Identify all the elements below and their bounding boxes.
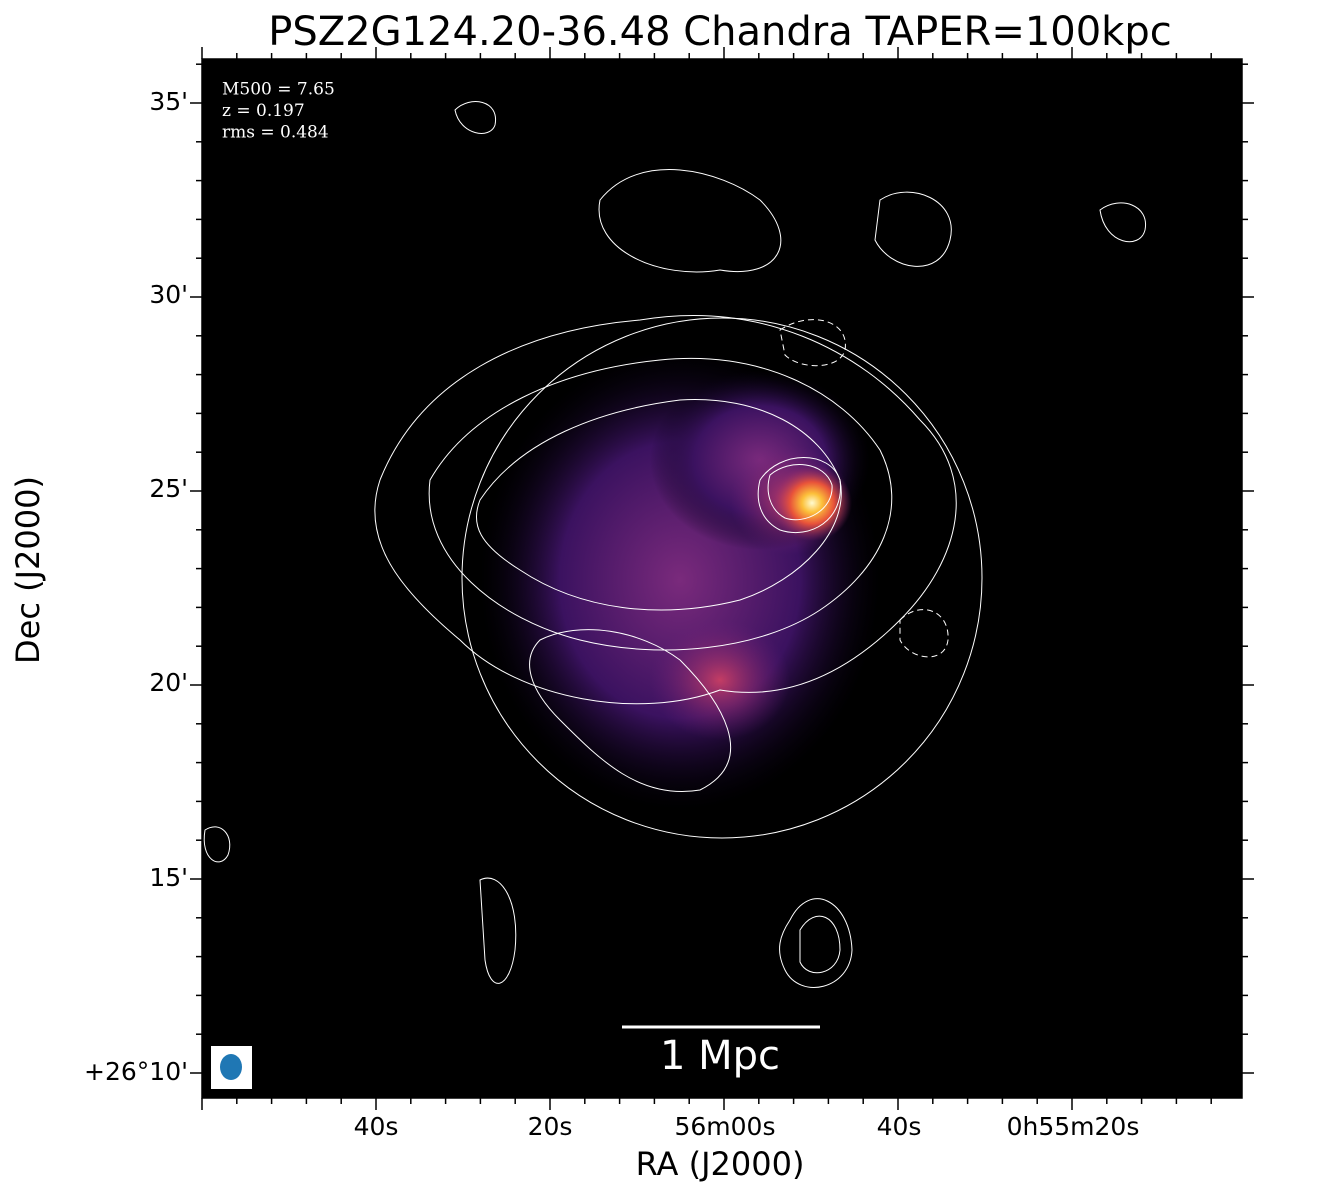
y-axis-label: Dec (J2000): [9, 476, 47, 664]
x-tick-label: 0h55m20s: [1007, 1112, 1140, 1141]
y-tick-label: 20': [149, 668, 188, 697]
x-tick-label: 56m00s: [674, 1112, 775, 1141]
x-axis-label: RA (J2000): [636, 1145, 805, 1183]
annotation: M500 = 7.65: [222, 80, 335, 100]
x-tick-label: 40s: [354, 1112, 399, 1141]
y-tick-label: 30': [149, 280, 188, 309]
y-tick-label: 25': [149, 474, 188, 503]
x-tick-label: 40s: [877, 1112, 922, 1141]
title: PSZ2G124.20-36.48 Chandra TAPER=100kpc: [268, 9, 1171, 55]
beam: [220, 1054, 242, 1080]
y-tick-label: 15': [149, 863, 188, 892]
annotation: z = 0.197: [222, 101, 305, 121]
frame: [201, 58, 1243, 1099]
x-tick-label: 20s: [528, 1112, 573, 1141]
y-tick-label: +26°10': [84, 1057, 188, 1086]
annotation: rms = 0.484: [222, 123, 329, 143]
image: [202, 59, 1242, 1098]
y-tick-label: 35': [149, 87, 188, 116]
scale-bar-label: 1 Mpc: [660, 1033, 780, 1079]
